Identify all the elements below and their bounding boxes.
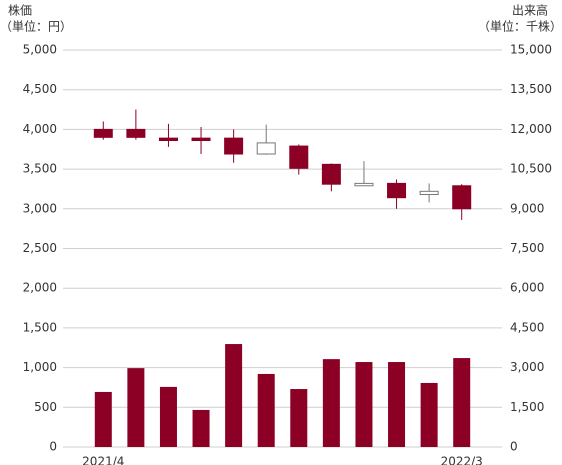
y2-tick-label: 0 <box>510 440 518 454</box>
y2-tick-label: 13,500 <box>510 82 552 96</box>
candle-body <box>419 190 439 196</box>
volume-bar <box>322 359 340 447</box>
volume-bar <box>192 409 210 447</box>
x-tick-label: 2022/3 <box>441 455 483 465</box>
y2-tick-label: 1,500 <box>510 400 544 414</box>
y-tick-label: 3,000 <box>23 201 57 215</box>
volume-bar <box>94 391 112 447</box>
y-tick-label: 4,500 <box>23 82 57 96</box>
candle-body <box>191 137 211 142</box>
volume-bar <box>388 362 406 447</box>
volume-bar <box>225 344 243 447</box>
y2-tick-label: 9,000 <box>510 201 544 215</box>
y-tick-label: 500 <box>34 400 57 414</box>
y2-axis-title: 出来高 <box>512 3 548 18</box>
y-tick-label: 2,000 <box>23 281 57 295</box>
y-tick-label: 2,500 <box>23 241 57 255</box>
candle-body <box>354 182 374 187</box>
y-axis-title: 株価 <box>8 3 32 18</box>
candle-body <box>387 182 407 199</box>
y-tick-label: 5,000 <box>23 43 57 57</box>
candle-body <box>289 145 309 169</box>
y-tick-label: 3,500 <box>23 162 57 176</box>
volume-bar <box>257 373 275 447</box>
x-tick-label: 2021/4 <box>82 455 124 465</box>
candle-body <box>93 128 113 138</box>
y-tick-label: 4,000 <box>23 122 57 136</box>
volume-bar <box>159 386 177 447</box>
y-tick-label: 1,500 <box>23 320 57 334</box>
candle-body <box>452 185 472 210</box>
candle-body <box>256 142 276 155</box>
y2-tick-label: 12,000 <box>510 122 552 136</box>
y2-tick-label: 3,000 <box>510 360 544 374</box>
y2-tick-label: 6,000 <box>510 281 544 295</box>
y2-tick-label: 10,500 <box>510 162 552 176</box>
y2-axis-unit: （単位：千株） <box>478 19 562 34</box>
y-tick-label: 1,000 <box>23 360 57 374</box>
candle-body <box>224 137 244 155</box>
volume-bar <box>290 389 308 447</box>
candle-body <box>126 128 146 138</box>
y2-tick-label: 15,000 <box>510 43 552 57</box>
y-tick-label: 0 <box>49 440 57 454</box>
volume-bar <box>420 382 438 447</box>
candle-body <box>321 163 341 185</box>
volume-bar <box>127 368 145 447</box>
volume-bar <box>453 358 471 447</box>
candle-body <box>158 137 178 142</box>
volume-bar <box>355 362 373 447</box>
y2-tick-label: 7,500 <box>510 241 544 255</box>
y2-tick-label: 4,500 <box>510 320 544 334</box>
y-axis-unit: （単位：円） <box>0 19 72 34</box>
